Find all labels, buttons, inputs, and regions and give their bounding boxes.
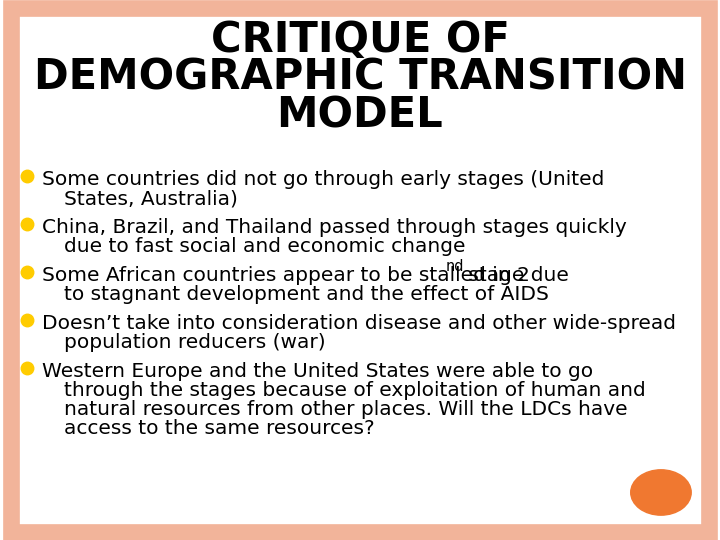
Text: population reducers (war): population reducers (war) [64, 333, 325, 352]
FancyBboxPatch shape [11, 8, 709, 532]
Circle shape [631, 470, 691, 515]
Text: Some countries did not go through early stages (United: Some countries did not go through early … [42, 170, 604, 189]
Text: due to fast social and economic change: due to fast social and economic change [64, 237, 465, 256]
Text: to stagnant development and the effect of AIDS: to stagnant development and the effect o… [64, 285, 549, 304]
Text: CRITIQUE OF: CRITIQUE OF [210, 19, 510, 61]
Text: States, Australia): States, Australia) [64, 189, 238, 208]
Text: Western Europe and the United States were able to go: Western Europe and the United States wer… [42, 362, 593, 381]
Text: Some African countries appear to be stalled in 2: Some African countries appear to be stal… [42, 266, 530, 285]
Text: stage due: stage due [462, 266, 569, 285]
Text: Doesn’t take into consideration disease and other wide-spread: Doesn’t take into consideration disease … [42, 314, 676, 333]
Text: nd: nd [446, 259, 464, 274]
Text: through the stages because of exploitation of human and: through the stages because of exploitati… [64, 381, 646, 400]
Text: access to the same resources?: access to the same resources? [64, 419, 374, 438]
Text: natural resources from other places. Will the LDCs have: natural resources from other places. Wil… [64, 400, 627, 419]
Text: DEMOGRAPHIC TRANSITION: DEMOGRAPHIC TRANSITION [34, 57, 686, 99]
Text: China, Brazil, and Thailand passed through stages quickly: China, Brazil, and Thailand passed throu… [42, 218, 626, 237]
Text: MODEL: MODEL [276, 94, 444, 137]
